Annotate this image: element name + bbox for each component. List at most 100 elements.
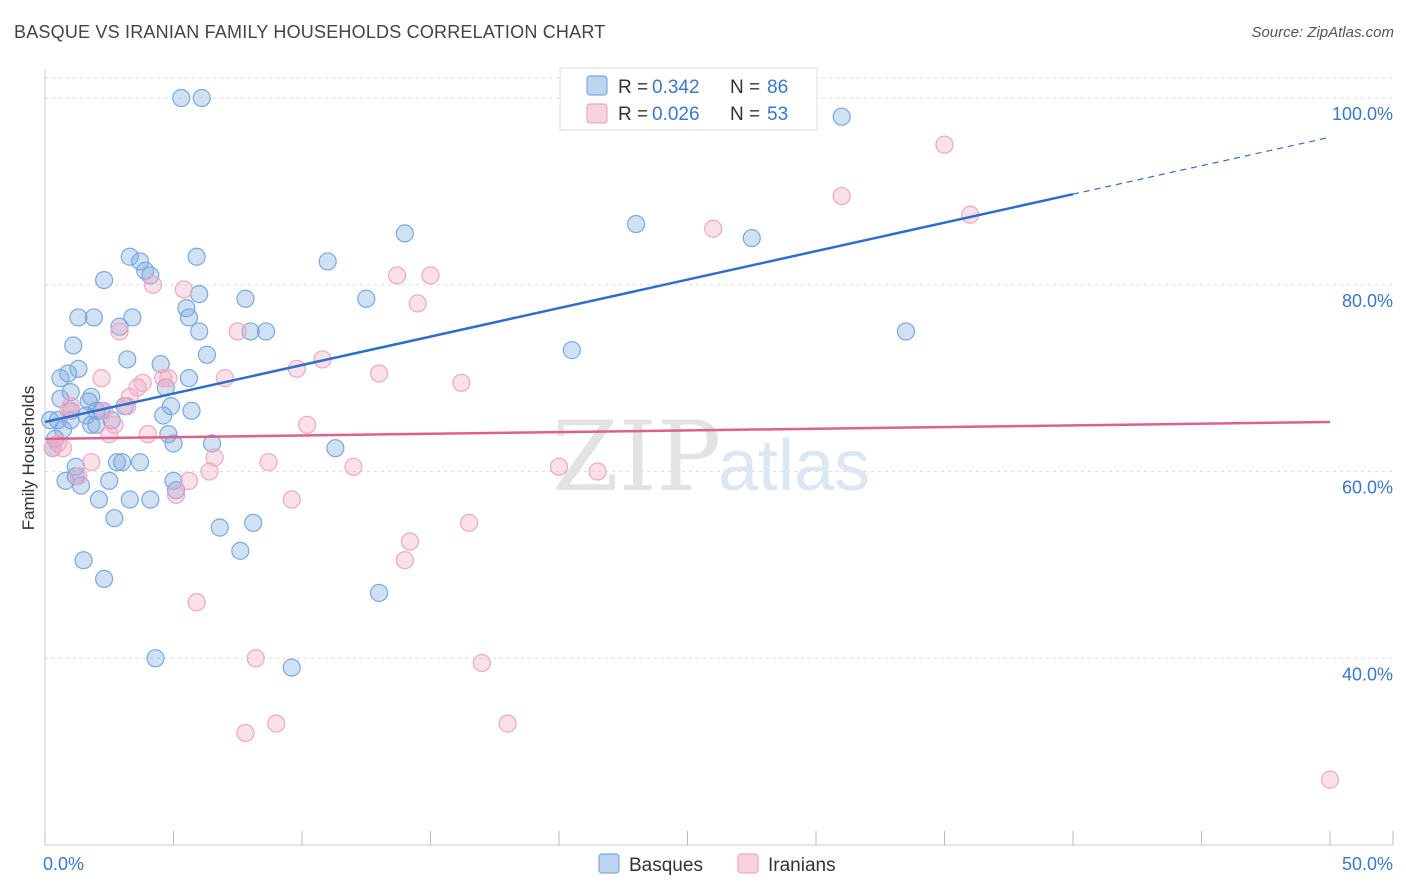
point-basques xyxy=(82,387,101,406)
point-iranians xyxy=(421,266,440,285)
point-basques xyxy=(172,88,191,108)
point-iranians xyxy=(179,471,199,490)
point-basques xyxy=(107,453,127,472)
point-basques xyxy=(95,270,114,290)
point-iranians xyxy=(452,373,471,392)
point-basques xyxy=(896,322,916,341)
point-basques xyxy=(166,481,186,500)
y-tick-labels: 40.0% 60.0% 80.0% 100.0% xyxy=(1332,104,1393,684)
y-axis-title: Family Households xyxy=(19,386,38,531)
data-points xyxy=(41,88,1340,789)
legend-r-label-basques: R = xyxy=(618,77,648,98)
point-iranians xyxy=(69,467,88,486)
point-iranians xyxy=(110,322,129,341)
point-iranians xyxy=(200,462,219,481)
point-iranians xyxy=(259,453,278,472)
point-basques xyxy=(59,364,78,383)
point-iranians xyxy=(400,532,420,551)
point-basques xyxy=(154,406,173,425)
point-basques xyxy=(141,490,160,509)
bottom-legend-label-basques: Basques xyxy=(629,855,703,876)
point-basques xyxy=(64,336,83,355)
point-basques xyxy=(112,453,132,472)
legend-r-value-iranians: 0.026 xyxy=(652,104,700,125)
x-tick-label: 50.0% xyxy=(1342,854,1393,874)
point-basques xyxy=(282,658,301,677)
point-basques xyxy=(120,490,139,509)
point-basques xyxy=(626,214,646,234)
point-basques xyxy=(357,289,376,308)
legend-n-label-basques: N = xyxy=(730,77,760,98)
point-basques xyxy=(187,247,206,266)
point-basques xyxy=(89,490,109,509)
chart-title: BASQUE VS IRANIAN FAMILY HOUSEHOLDS CORR… xyxy=(14,22,606,42)
point-basques xyxy=(82,415,101,434)
point-basques xyxy=(244,513,263,532)
point-basques xyxy=(84,308,103,327)
point-iranians xyxy=(53,439,73,458)
point-basques xyxy=(192,88,211,108)
point-basques xyxy=(164,434,183,453)
point-iranians xyxy=(105,415,124,434)
point-basques xyxy=(832,107,851,126)
point-iranians xyxy=(154,369,173,388)
point-iranians xyxy=(166,485,186,504)
x-tick-labels: 0.0% 50.0% xyxy=(43,854,1393,874)
point-iranians xyxy=(832,186,851,206)
legend-n-label-iranians: N = xyxy=(730,104,760,125)
grid-lines xyxy=(45,77,1393,659)
point-basques xyxy=(190,322,209,341)
point-iranians xyxy=(1320,770,1340,789)
point-basques xyxy=(210,518,229,537)
watermark-zip-text: ZIP xyxy=(552,401,721,513)
correlation-legend: R = 0.342 N = 86 R = 0.026 N = 53 xyxy=(559,67,818,131)
point-basques xyxy=(395,224,414,243)
point-basques xyxy=(69,308,88,327)
watermark: ZIP atlas xyxy=(552,401,870,513)
point-basques xyxy=(95,569,114,588)
axes xyxy=(44,70,1394,846)
y-tick-label: 80.0% xyxy=(1342,291,1393,311)
point-iranians xyxy=(472,653,491,673)
point-iranians xyxy=(246,649,265,668)
point-iranians xyxy=(387,266,407,285)
point-iranians xyxy=(92,369,111,388)
point-iranians xyxy=(282,490,301,509)
legend-swatch-basques xyxy=(586,75,608,96)
trend-lines xyxy=(44,136,1331,441)
point-basques xyxy=(123,308,142,327)
point-iranians xyxy=(588,462,607,481)
point-basques xyxy=(318,252,337,271)
point-iranians xyxy=(143,275,163,294)
point-basques xyxy=(241,322,260,341)
point-iranians xyxy=(267,714,286,733)
point-iranians xyxy=(395,551,414,570)
point-iranians xyxy=(549,457,569,476)
point-basques xyxy=(370,583,389,602)
point-iranians xyxy=(138,425,157,444)
watermark-atlas-text: atlas xyxy=(718,426,870,506)
legend-swatch-iranians xyxy=(586,103,608,124)
x-tick-label: 0.0% xyxy=(43,854,84,874)
bottom-legend-swatch-iranians xyxy=(737,853,759,874)
point-iranians xyxy=(133,373,152,392)
point-iranians xyxy=(61,397,80,416)
point-iranians xyxy=(935,135,954,154)
point-basques xyxy=(118,350,137,369)
point-iranians xyxy=(408,294,427,313)
point-basques xyxy=(231,541,250,560)
point-basques xyxy=(182,401,201,420)
point-iranians xyxy=(228,322,247,341)
legend-r-value-basques: 0.342 xyxy=(652,77,700,98)
point-basques xyxy=(256,322,276,341)
point-basques xyxy=(742,228,761,248)
point-basques xyxy=(130,252,150,271)
point-basques xyxy=(130,453,150,472)
point-basques xyxy=(100,471,119,490)
point-basques xyxy=(202,434,222,453)
point-iranians xyxy=(704,219,723,238)
point-iranians xyxy=(82,453,101,472)
point-basques xyxy=(562,341,581,360)
point-basques xyxy=(161,397,181,416)
point-basques xyxy=(61,383,80,402)
